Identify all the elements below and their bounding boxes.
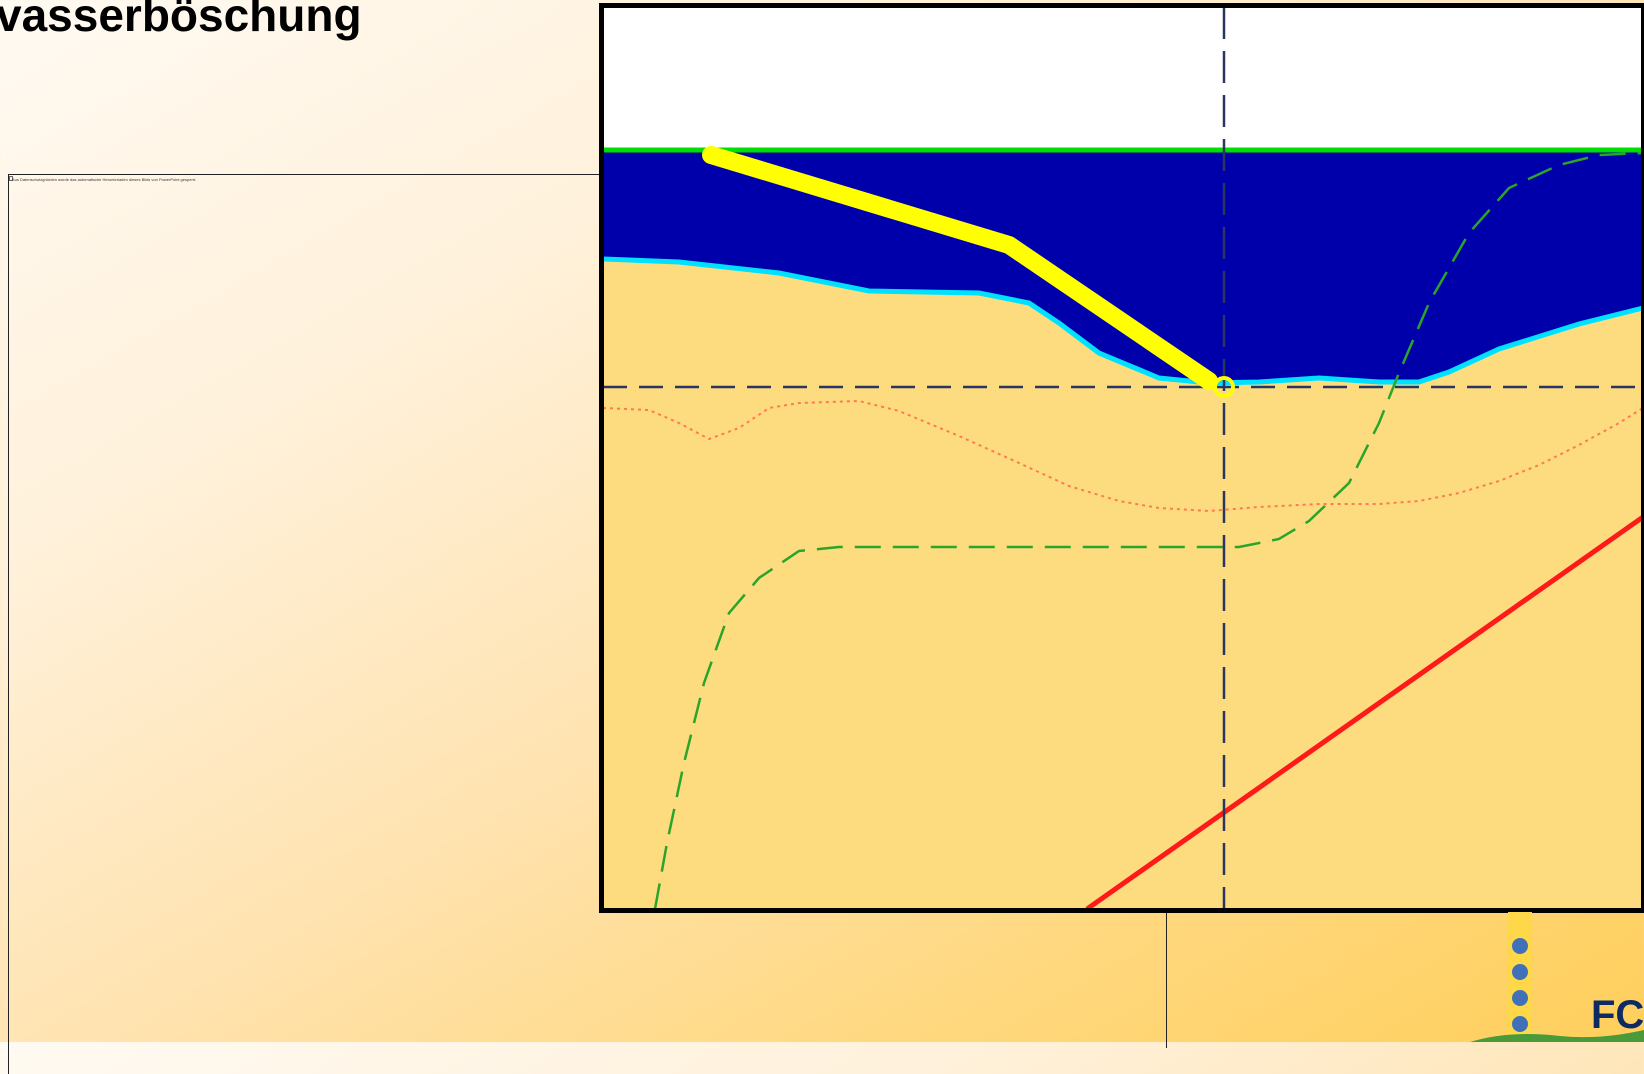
- logo-dot: [1512, 964, 1528, 980]
- logo-dot: [1512, 938, 1528, 954]
- logo: FC: [1470, 912, 1644, 1042]
- divider-line: [1166, 908, 1167, 1048]
- sky-area: [603, 7, 1643, 151]
- logo-swoosh: [1470, 1030, 1644, 1042]
- logo-text: FC: [1591, 993, 1644, 1037]
- logo-dot: [1512, 990, 1528, 1006]
- embankment-diagram: [599, 3, 1644, 913]
- image-blocked-notice: Aus Datenschutzgründen wurde das automat…: [12, 177, 197, 182]
- logo-dot: [1512, 1016, 1528, 1032]
- dashed-curve: [653, 151, 1644, 910]
- bed-edge-line: [602, 256, 1644, 386]
- image-placeholder-frame: [8, 174, 1168, 1074]
- straight-line: [1085, 514, 1644, 912]
- pivot-point: [1213, 376, 1235, 398]
- broken-image-icon: [9, 176, 13, 181]
- page-title: vasserböschung: [0, 0, 362, 41]
- revetment-line: [702, 146, 1218, 390]
- sand-area: [603, 259, 1643, 909]
